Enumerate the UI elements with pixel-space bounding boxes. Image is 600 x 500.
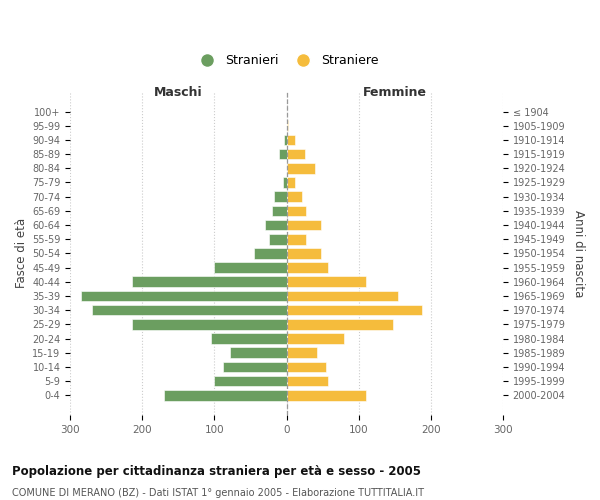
Bar — [211, 333, 287, 344]
Bar — [274, 192, 287, 202]
Legend: Stranieri, Straniere: Stranieri, Straniere — [190, 49, 383, 72]
Bar — [287, 376, 328, 386]
Bar — [284, 134, 287, 145]
Bar — [269, 234, 287, 244]
Y-axis label: Anni di nascita: Anni di nascita — [572, 210, 585, 297]
Text: COMUNE DI MERANO (BZ) - Dati ISTAT 1° gennaio 2005 - Elaborazione TUTTITALIA.IT: COMUNE DI MERANO (BZ) - Dati ISTAT 1° ge… — [12, 488, 424, 498]
Bar — [287, 248, 320, 258]
Bar — [287, 348, 317, 358]
Text: Femmine: Femmine — [363, 86, 427, 99]
Bar — [287, 390, 366, 400]
Text: Popolazione per cittadinanza straniera per età e sesso - 2005: Popolazione per cittadinanza straniera p… — [12, 465, 421, 478]
Y-axis label: Fasce di età: Fasce di età — [15, 218, 28, 288]
Bar — [214, 376, 287, 386]
Bar — [287, 206, 306, 216]
Bar — [92, 305, 287, 316]
Bar — [287, 333, 344, 344]
Text: Maschi: Maschi — [154, 86, 203, 99]
Bar — [287, 362, 326, 372]
Bar — [265, 220, 287, 230]
Bar — [287, 319, 394, 330]
Bar — [287, 220, 320, 230]
Bar — [214, 262, 287, 273]
Bar — [287, 120, 288, 131]
Bar — [164, 390, 287, 400]
Bar — [287, 262, 328, 273]
Bar — [287, 192, 302, 202]
Bar — [287, 234, 306, 244]
Bar — [223, 362, 287, 372]
Bar — [287, 290, 398, 302]
Bar — [131, 319, 287, 330]
Bar — [287, 163, 316, 173]
Bar — [283, 177, 287, 188]
Bar — [287, 177, 295, 188]
Bar — [287, 134, 295, 145]
Bar — [230, 348, 287, 358]
Bar — [287, 149, 305, 160]
Bar — [131, 276, 287, 287]
Bar — [81, 290, 287, 302]
Bar — [287, 276, 366, 287]
Bar — [272, 206, 287, 216]
Bar — [287, 305, 422, 316]
Bar — [280, 149, 287, 160]
Bar — [254, 248, 287, 258]
